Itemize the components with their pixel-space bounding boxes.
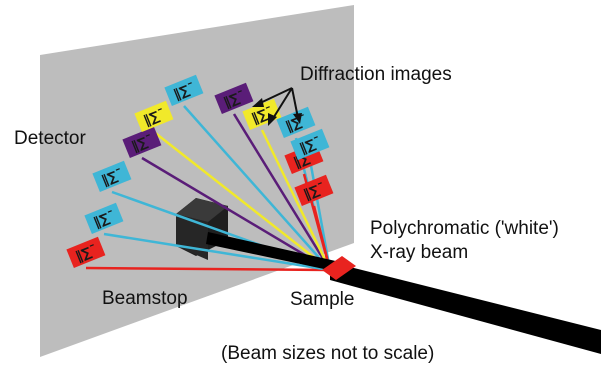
diffraction-image-tile: ‖∑¯ xyxy=(122,126,162,159)
arrow-heads xyxy=(252,98,302,126)
diffraction-image-tile-bg xyxy=(214,82,254,115)
diffraction-image-tile-bg xyxy=(290,128,330,161)
diffraction-image-tile-bg xyxy=(92,160,132,193)
diffraction-image-tile-bg xyxy=(66,236,106,269)
diffracted-ray xyxy=(183,105,331,271)
diffracted-ray xyxy=(103,232,331,272)
arrow-head-2 xyxy=(268,113,277,126)
label-arrows xyxy=(257,87,299,121)
polychromatic-label-line2: X-ray beam xyxy=(370,242,468,263)
diffracted-ray xyxy=(232,113,332,271)
sample-crystal xyxy=(322,256,356,280)
diffraction-image-tile: ‖∑¯ xyxy=(294,174,334,207)
diffraction-image-tile: ‖∑¯ xyxy=(290,128,330,161)
diffraction-image-tile: ‖∑¯ xyxy=(134,100,174,133)
diffraction-image-tile-bg xyxy=(84,202,124,235)
diffraction-images: ‖∑¯‖∑¯‖∑¯‖∑¯‖∑¯‖∑¯ ‖∑¯‖∑¯ ‖∑¯‖∑¯‖∑¯‖∑¯ xyxy=(66,74,334,269)
polychromatic-label-line1: Polychromatic ('white') xyxy=(370,218,559,239)
transmitted-beam xyxy=(206,232,340,272)
diffraction-image-tile-bg xyxy=(276,106,316,139)
diffraction-image-tile: ‖∑¯ xyxy=(92,160,132,193)
incident-xray-beam xyxy=(330,262,601,354)
arrow-2 xyxy=(271,87,293,121)
arrow-head-3 xyxy=(293,113,302,124)
diffracted-ray xyxy=(141,156,331,272)
diffraction-image-tile-bg xyxy=(134,100,174,133)
beamstop-label: Beamstop xyxy=(102,288,188,309)
arrow-1 xyxy=(257,87,293,105)
diffracted-ray xyxy=(260,129,332,271)
diffraction-image-tile-bg xyxy=(164,74,204,107)
detector-label: Detector xyxy=(14,128,86,149)
diffracted-ray xyxy=(85,266,331,272)
arrow-3 xyxy=(291,87,299,119)
diffraction-image-tile: ‖∑¯ xyxy=(66,236,106,269)
sample-label: Sample xyxy=(290,289,354,310)
arrow-head-1 xyxy=(252,98,264,107)
diffraction-image-tile-bg xyxy=(122,126,162,159)
diffraction-image-tile: ‖∑¯ xyxy=(84,202,124,235)
footnote-label: (Beam sizes not to scale) xyxy=(221,343,434,364)
diffraction-image-tile: ‖∑¯ xyxy=(276,106,316,139)
diffraction-image-tile: ‖∑¯ xyxy=(214,82,254,115)
diffraction-images-label: Diffraction images xyxy=(300,64,452,85)
diffraction-image-tile-bg xyxy=(242,98,282,131)
diffracted-ray xyxy=(153,131,331,271)
diffraction-image-tile-bg xyxy=(294,174,334,207)
diffraction-image-tile: ‖∑¯ xyxy=(164,74,204,107)
